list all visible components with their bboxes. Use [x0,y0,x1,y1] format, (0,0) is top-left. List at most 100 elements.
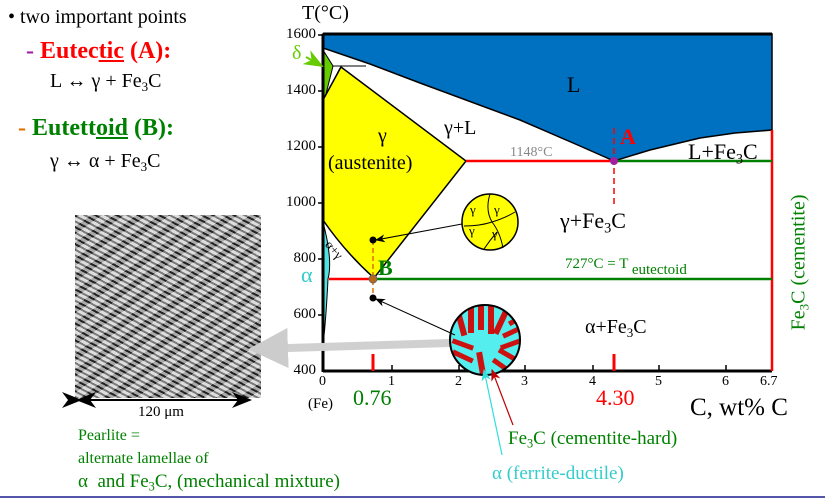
cementite-axis-label: Fe3C (cementite) [788,167,813,357]
alpha-label: α [301,262,313,287]
subscript: 3 [796,303,812,311]
subscript: 3 [604,220,612,237]
composition-076: 0.76 [353,385,392,410]
eutectic-point [610,157,618,165]
eutectoid-post: (B): [128,115,174,141]
region-gamma-liquid: γ+L [444,117,477,139]
reaction-text: C [148,70,162,92]
eutectoid-temperature: 727°C = T eutectoid [565,256,687,279]
label-text: C [743,139,758,164]
region-alpha-cementite: α+Fe3C [585,316,647,341]
pearlite-circle [450,305,520,375]
y-tick: 600 [293,306,317,322]
eutectic-reaction: L ↔ γ + Fe3C [50,70,161,95]
reaction-text: L ↔ γ + Fe [50,70,142,92]
ferrite-callout: α (ferrite-ductile) [492,463,624,484]
eutectic-post: (A): [123,38,172,64]
delta-arrow [302,50,324,67]
label-text: C (cementite-hard) [533,428,678,449]
point-b-label: B [378,255,393,280]
dash: - [18,115,26,141]
reaction-text: γ ↔ α + Fe [50,150,141,172]
grain-boundaries [463,193,516,250]
label-text: C [611,208,626,233]
eutectoid-reaction: γ ↔ α + Fe3C [50,150,160,175]
eutectic-title: Eutectic (A): [40,38,171,64]
eutectic-temperature: 1148°C [510,145,553,160]
pearlite-caption-1: Pearlite = [78,427,140,444]
y-ticks [318,34,323,316]
subscript: 3 [626,324,634,340]
y-tick: 1000 [286,194,316,210]
subscript: 3 [527,436,534,451]
bullet-heading: • two important points [8,6,187,28]
label-text: Fe [787,310,810,331]
y-tick: 1400 [286,82,316,98]
austenite-arrow [375,223,463,243]
y-tick: 800 [293,250,317,266]
scale-label: 120 μm [138,404,184,420]
subscript: eutectoid [631,262,687,278]
x-tick: 6 [722,374,729,389]
delta-label: δ [292,42,302,64]
x-ticks [391,365,727,371]
region-austenite: (austenite) [328,152,413,174]
x-tick: 6.7 [760,374,778,389]
eutectic-pre: Eutec [40,38,99,64]
point-a-label: A [620,124,636,149]
micrograph-pointer [248,328,451,369]
label-text: and Fe [87,471,149,492]
reaction-text: C [147,150,161,172]
x-tick: 5 [655,374,662,389]
eutectoid-heading: - Eutettoid (B): [18,115,174,142]
x-tick: 4 [589,374,596,389]
pearlite-micrograph [75,215,261,398]
y-tick: 1600 [286,26,316,42]
pearlite-point [369,294,377,302]
label-text: C (cementite) [787,194,810,304]
label-text: Fe [508,428,527,449]
region-liquid-cementite: L+Fe3C [688,139,758,168]
grain-label: γ [470,202,476,217]
x-tick: 3 [521,374,528,389]
grain-label: γ [492,226,498,241]
subscript: 3 [148,479,155,494]
x-tick: 1 [388,374,395,389]
eutectoid-point [368,274,378,284]
region-gamma-cementite: γ+Fe3C [560,208,626,237]
eutectic-underlined: tic [98,38,124,64]
x-tick: 2 [455,374,462,389]
alpha-symbol: α [78,471,88,492]
y-tick: 1200 [286,138,316,154]
subscript: 3 [141,78,149,94]
grain-label: γ [494,202,500,217]
eutectoid-pre: Eutett [32,115,96,141]
y-tick: 400 [293,362,317,378]
region-liquid: L [567,72,581,97]
ferrite-callout-arrow [481,368,503,456]
pearlite-caption-3: α and Fe3C, (mechanical mixture) [78,471,340,495]
cementite-callout-arrow [491,368,514,426]
pearlite-arrow [375,298,456,336]
austenite-point [369,236,377,244]
eutectoid-underlined: oid [95,115,128,141]
subscript: 3 [735,151,744,168]
grain-label: γ [469,223,475,238]
x-axis-title: C, wt% C [690,394,788,421]
label-text: α+Fe [585,316,627,338]
y-axis-title: T(°C) [302,2,349,24]
label-text: C, (mechanical mixture) [154,471,341,492]
subscript: 3 [140,158,148,174]
composition-430: 4.30 [596,385,635,410]
fe-label: (Fe) [308,396,333,412]
label-text: 727°C = T [565,256,629,272]
region-gamma: γ [378,125,387,147]
cementite-callout: Fe3C (cementite-hard) [508,428,677,452]
pearlite-caption-2: alternate lamellae of [78,450,209,467]
dash: - [26,38,34,64]
x-tick: 0 [319,374,326,389]
label-text: γ+Fe [560,208,605,233]
eutectic-heading: - Eutectic (A): [26,38,171,65]
label-text: C [633,316,647,338]
